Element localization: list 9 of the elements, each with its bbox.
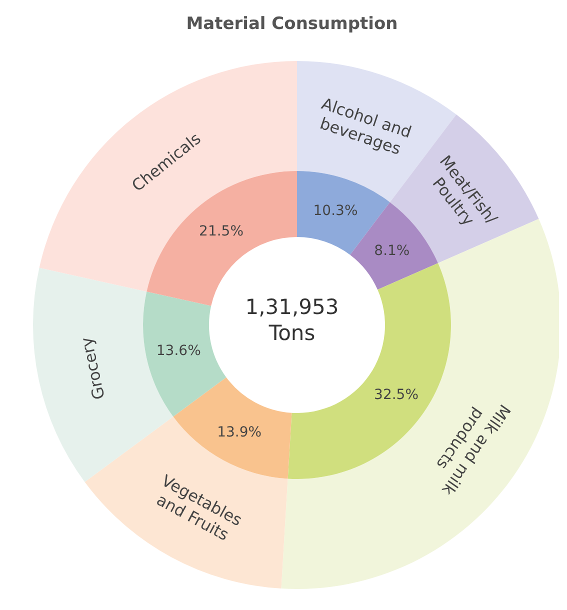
text: 1,31,953 Tons: [244, 294, 340, 346]
data-label: 13.9%: [217, 424, 262, 440]
data-label: 21.5%: [199, 224, 244, 240]
chart-title: Material Consumption: [185, 14, 399, 34]
data-label: 10.3%: [313, 203, 358, 220]
data-label: 32.5%: [374, 387, 419, 404]
data-label: 13.6%: [156, 343, 201, 360]
slice-label: Grocery: [76, 336, 108, 402]
data-label: 8.1%: [374, 242, 410, 259]
